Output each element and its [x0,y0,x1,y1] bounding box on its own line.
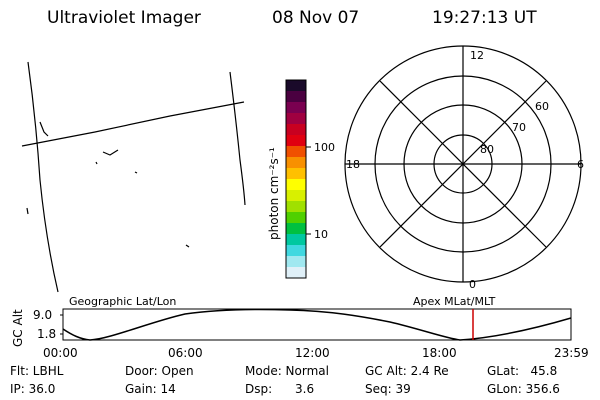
polar-label-18: 18 [346,158,360,171]
info-ip: IP: 36.0 [10,382,56,396]
header-time: 19:27:13 UT [432,8,537,28]
colorbar-swatch [286,80,306,92]
colorbar-swatch [286,146,306,158]
colorbar-swatch [286,179,306,191]
info-mode: Mode: Normal [245,364,329,378]
timeline-y-min: 1.8 [37,327,56,341]
colorbar-tick-label-10: 10 [314,228,328,241]
colorbar-swatch [286,124,306,136]
info-filter: Flt: LBHL [10,364,64,378]
timeline-y-max: 9.0 [33,308,52,322]
polar-plot [344,45,582,283]
info-glat: GLat: 45.8 [487,364,558,378]
colorbar-swatch [286,245,306,257]
info-seq: Seq: 39 [365,382,411,396]
colorbar-swatch [286,201,306,213]
coastline-fragment [39,121,49,137]
polar-label-70: 70 [512,121,526,134]
colorbar-swatch [286,168,306,180]
timeline-right-label: Apex MLat/MLT [413,295,496,308]
colorbar-swatch [286,223,306,235]
colorbar-swatch [286,190,306,202]
colorbar-swatch [286,267,306,279]
coastline-fragment [102,149,119,156]
colorbar-tick-label-100: 100 [314,141,335,154]
polar-label-60: 60 [535,100,549,113]
orbit-altitude-curve [62,308,572,341]
polar-diagonal [379,80,547,248]
colorbar-swatch [286,234,306,246]
timeline-x-tick-3: 18:00 [422,346,457,360]
colorbar-swatch [286,256,306,268]
colorbar-border [285,79,307,279]
polar-label-0: 0 [469,278,476,291]
timeline-x-tick-0: 00:00 [43,346,78,360]
polar-label-12: 12 [470,49,484,62]
timeline-frame [62,308,572,341]
timeline-x-tick-1: 06:00 [168,346,203,360]
coastline-fragment [95,161,98,165]
coastline-fragment [134,171,138,174]
info-gc-alt: GC Alt: 2.4 Re [365,364,449,378]
map-meridian-right [229,71,246,206]
colorbar-swatch [286,113,306,125]
colorbar-swatch [286,157,306,169]
map-meridian-left [27,61,59,293]
polar-label-6: 6 [577,158,584,171]
timeline-left-label: Geographic Lat/Lon [69,295,176,308]
timeline-x-tick-4: 23:59 [554,346,589,360]
colorbar-unit-label: photon cm⁻²s⁻¹ [267,147,281,240]
coastline-fragment [185,244,190,248]
colorbar-swatch [286,102,306,114]
header-date: 08 Nov 07 [272,8,360,28]
coastline-fragment [26,207,29,215]
info-glon: GLon: 356.6 [487,382,560,396]
timeline-y-axis-label: GC Alt [11,309,25,347]
info-door: Door: Open [125,364,194,378]
app-title: Ultraviolet Imager [47,8,201,28]
colorbar-swatch [286,91,306,103]
colorbar-swatch [286,135,306,147]
polar-label-80: 80 [480,143,494,156]
map-parallel [21,101,245,147]
colorbar-swatch [286,212,306,224]
timeline-x-tick-2: 12:00 [295,346,330,360]
info-dsp: Dsp: 3.6 [245,382,315,396]
geographic-map-panel [21,61,246,293]
info-gain: Gain: 14 [125,382,176,396]
colorbar [286,80,306,279]
